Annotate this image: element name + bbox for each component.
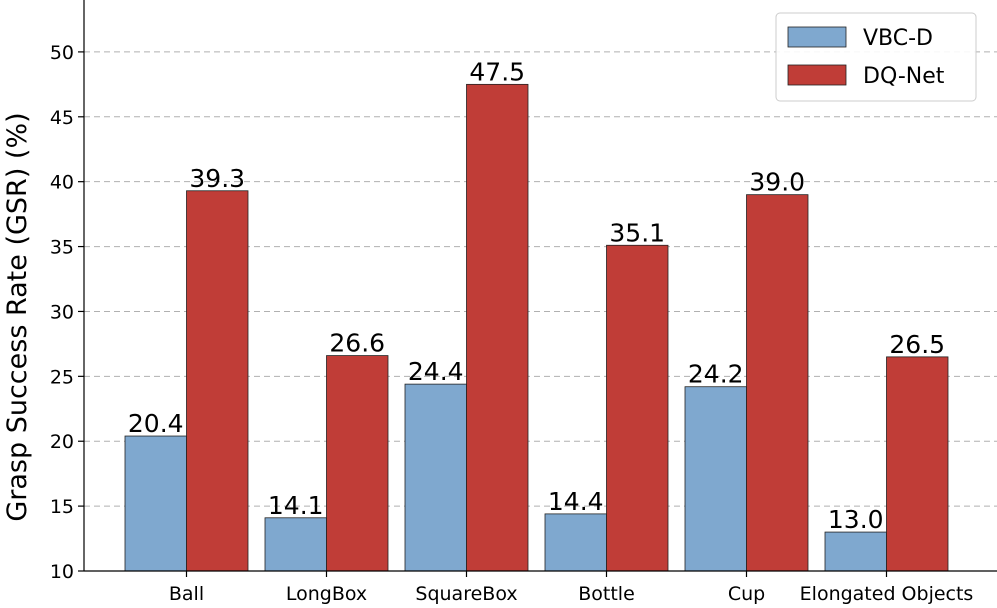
y-tick-label: 45: [50, 107, 74, 129]
bar-vbc-d: [124, 435, 187, 572]
legend-swatch: [787, 26, 847, 48]
x-tick-label: SquareBox: [415, 583, 517, 605]
y-axis-label: Grasp Success Rate (GSR) (%): [2, 112, 33, 521]
y-tick-label: 10: [50, 561, 74, 583]
x-tick-label: Elongated Objects: [800, 583, 974, 605]
bar-dq-net: [886, 356, 949, 572]
y-tick-label: 30: [50, 301, 74, 323]
legend: VBC-D DQ-Net: [775, 12, 977, 102]
y-tick-label: 15: [50, 496, 74, 518]
data-label: 24.2: [688, 360, 744, 389]
y-tick-label: 35: [50, 237, 74, 259]
legend-label: DQ-Net: [863, 64, 945, 89]
bar-vbc-d: [264, 517, 327, 572]
y-tick-label: 40: [50, 172, 74, 194]
data-label: 20.4: [128, 409, 184, 438]
bar-dq-net: [326, 355, 389, 572]
data-label: 39.3: [189, 164, 245, 193]
y-tick-label: 20: [50, 431, 74, 453]
y-tick-label: 50: [50, 42, 74, 64]
x-tick-label: Ball: [169, 583, 204, 605]
data-labels: 20.4 39.3 14.1 26.6 24.4 47.5 14.4 35.1 24.2 39.0…: [128, 57, 945, 534]
bar-dq-net: [466, 83, 529, 572]
x-tick-label: Bottle: [578, 583, 635, 605]
bars: [124, 83, 949, 572]
x-tick-label: Cup: [728, 583, 765, 605]
bar-dq-net: [606, 244, 669, 572]
bar-dq-net: [746, 194, 809, 572]
data-label: 13.0: [828, 505, 884, 534]
data-label: 26.5: [889, 330, 945, 359]
data-label: 26.6: [329, 329, 385, 358]
bar-dq-net: [186, 190, 249, 572]
data-label: 39.0: [749, 168, 805, 197]
legend-label: VBC-D: [863, 26, 933, 51]
data-label: 35.1: [609, 218, 665, 247]
bar-vbc-d: [404, 383, 467, 572]
bar-vbc-d: [824, 531, 887, 572]
data-label: 24.4: [408, 357, 464, 386]
bar-vbc-d: [544, 513, 607, 572]
legend-swatch: [787, 64, 847, 86]
axes: 10 15 20 25 30 35 40 45 50 Ball LongBox SquareBox Bo…: [50, 0, 997, 605]
y-tick-label: 25: [50, 366, 74, 388]
x-tick-label: LongBox: [286, 583, 367, 605]
bar-vbc-d: [684, 386, 747, 572]
data-label: 47.5: [469, 57, 525, 86]
data-label: 14.1: [268, 491, 324, 520]
data-label: 14.4: [548, 487, 604, 516]
